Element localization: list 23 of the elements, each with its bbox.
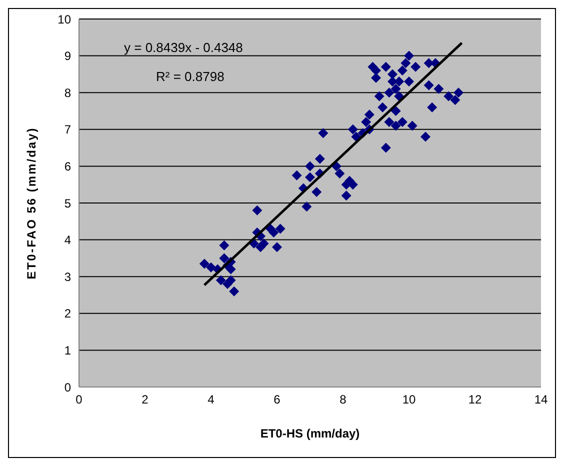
y-tick-label: 9 bbox=[64, 49, 72, 64]
y-axis-title: ET0-FAO 56 (mm/day) bbox=[24, 126, 38, 280]
y-tick-label: 2 bbox=[64, 306, 72, 321]
annotation: y = 0.8439x - 0.4348 bbox=[124, 40, 243, 55]
x-tick-label: 2 bbox=[142, 392, 149, 407]
y-tick-label: 7 bbox=[64, 122, 72, 137]
x-tick-label: 0 bbox=[76, 392, 83, 407]
annotation: R² = 0.8798 bbox=[156, 69, 224, 84]
y-tick-label: 6 bbox=[64, 159, 72, 174]
y-tick-label: 5 bbox=[64, 196, 72, 210]
y-tick-label: 3 bbox=[64, 270, 72, 284]
x-tick-label: 12 bbox=[468, 392, 482, 407]
x-axis-title: ET0-HS (mm/day) bbox=[260, 426, 360, 441]
x-tick-label: 6 bbox=[274, 392, 281, 407]
y-tick-label: 0 bbox=[64, 380, 72, 394]
x-tick-label: 8 bbox=[340, 392, 347, 407]
x-tick-label: 14 bbox=[534, 392, 548, 407]
x-tick-label: 10 bbox=[402, 392, 416, 407]
y-tick-label: 4 bbox=[64, 233, 72, 248]
y-tick-label: 10 bbox=[58, 12, 72, 26]
y-tick-label: 8 bbox=[64, 86, 72, 100]
x-tick-label: 4 bbox=[208, 392, 215, 407]
y-tick-label: 1 bbox=[64, 343, 72, 358]
